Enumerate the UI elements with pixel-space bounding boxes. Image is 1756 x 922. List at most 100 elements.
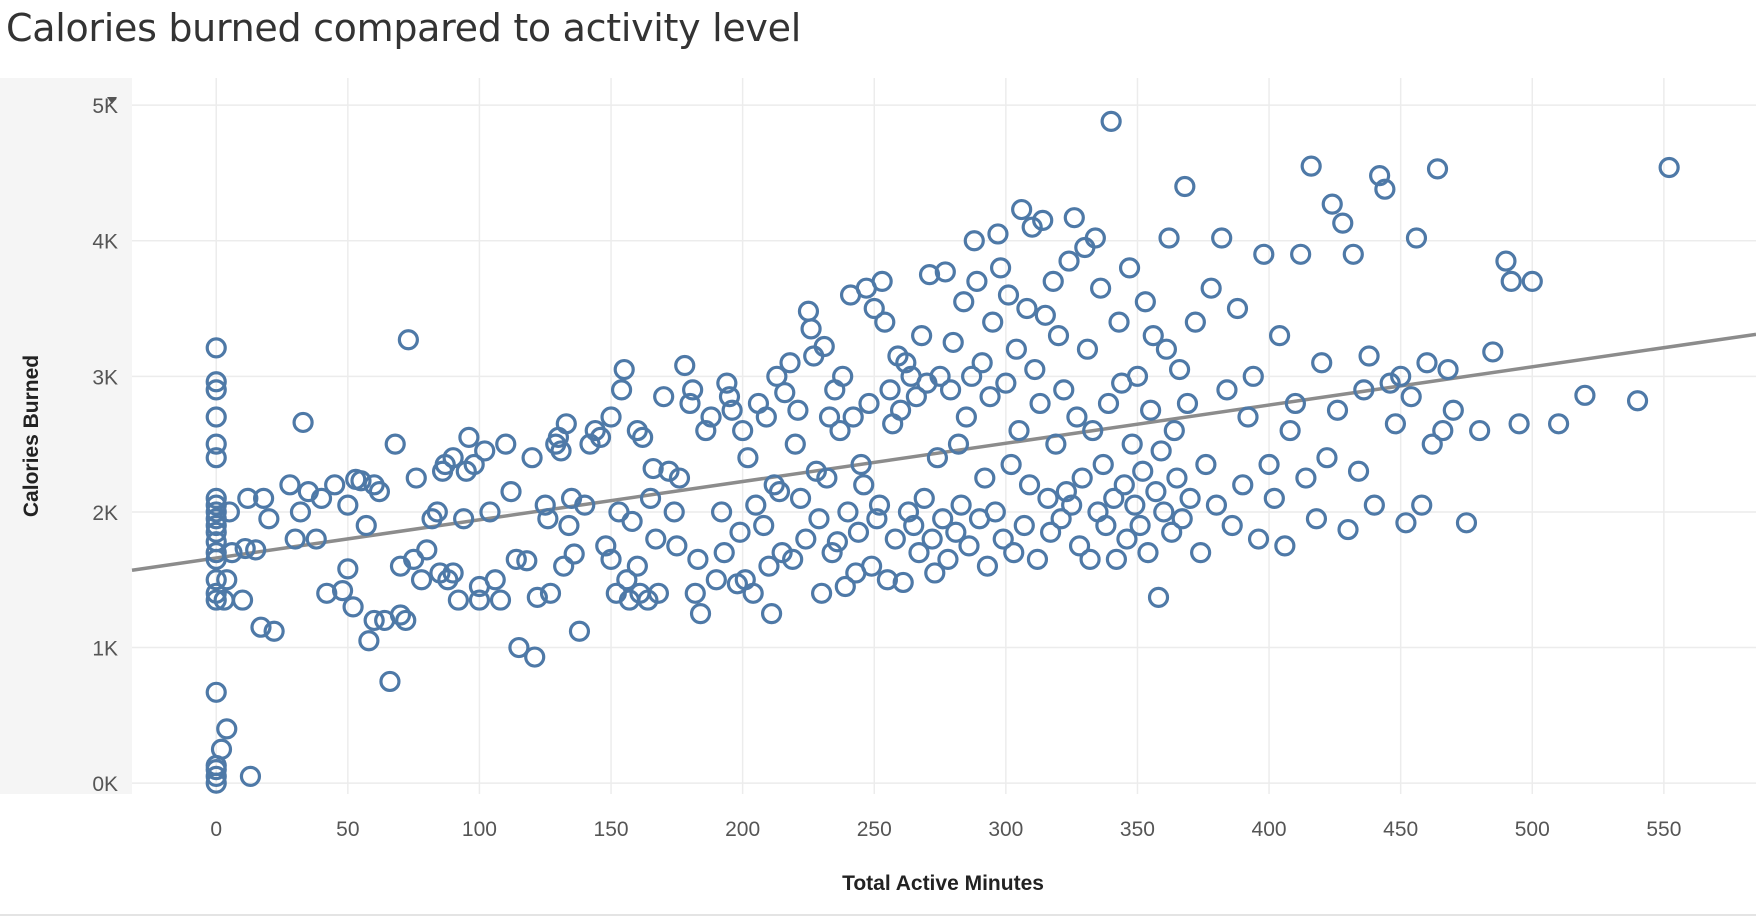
data-point[interactable] (568, 620, 591, 642)
data-point[interactable] (384, 433, 406, 455)
data-point[interactable] (1290, 243, 1312, 265)
data-point[interactable] (1068, 535, 1091, 557)
data-point[interactable] (847, 521, 870, 543)
data-point[interactable] (1126, 365, 1149, 387)
data-point[interactable] (258, 508, 280, 530)
data-point[interactable] (945, 521, 967, 543)
data-point[interactable] (732, 419, 754, 442)
data-point[interactable] (205, 681, 227, 703)
data-point[interactable] (1521, 270, 1543, 293)
data-point[interactable] (621, 510, 643, 533)
data-point[interactable] (1021, 216, 1043, 238)
data-point[interactable] (1369, 165, 1391, 187)
data-point[interactable] (834, 575, 856, 598)
data-point[interactable] (992, 528, 1014, 550)
data-point[interactable] (1066, 406, 1088, 428)
data-point[interactable] (210, 738, 233, 760)
data-point[interactable] (442, 447, 464, 469)
data-point[interactable] (982, 311, 1004, 333)
data-point[interactable] (1171, 508, 1193, 530)
data-point[interactable] (416, 539, 438, 561)
data-point[interactable] (813, 335, 835, 358)
data-point[interactable] (1184, 311, 1206, 333)
data-point[interactable] (1168, 358, 1191, 381)
data-point[interactable] (961, 365, 983, 387)
data-point[interactable] (1390, 365, 1412, 387)
data-point[interactable] (926, 447, 949, 469)
data-point[interactable] (526, 586, 548, 608)
data-point[interactable] (1134, 291, 1156, 313)
data-point[interactable] (1274, 535, 1296, 557)
data-point[interactable] (600, 406, 622, 428)
data-point[interactable] (389, 604, 412, 626)
data-point[interactable] (324, 474, 346, 496)
data-point[interactable] (966, 270, 988, 293)
data-point[interactable] (1084, 227, 1106, 249)
data-point[interactable] (1039, 521, 1062, 543)
data-point[interactable] (1000, 453, 1022, 476)
data-point[interactable] (858, 392, 880, 415)
data-point[interactable] (379, 670, 401, 693)
data-point[interactable] (508, 636, 530, 659)
data-point[interactable] (639, 487, 662, 509)
data-point[interactable] (1011, 198, 1033, 221)
data-point[interactable] (626, 555, 648, 577)
data-point[interactable] (205, 514, 227, 537)
data-point[interactable] (1124, 494, 1146, 516)
data-point[interactable] (1166, 467, 1188, 489)
data-point[interactable] (1176, 392, 1199, 415)
data-point[interactable] (474, 440, 496, 462)
data-point[interactable] (1395, 512, 1417, 534)
data-point[interactable] (1358, 345, 1380, 367)
data-point[interactable] (1071, 467, 1093, 489)
data-point[interactable] (1247, 528, 1270, 550)
data-point[interactable] (879, 379, 901, 401)
data-point[interactable] (1042, 270, 1064, 293)
data-point[interactable] (811, 582, 833, 604)
data-point[interactable] (558, 514, 580, 537)
data-point[interactable] (1034, 304, 1056, 326)
data-point[interactable] (263, 620, 285, 642)
data-point[interactable] (363, 609, 385, 632)
data-point[interactable] (468, 589, 491, 611)
data-point[interactable] (1263, 487, 1285, 509)
data-point[interactable] (989, 257, 1012, 279)
data-point[interactable] (205, 765, 227, 787)
data-point[interactable] (489, 589, 512, 611)
data-point[interactable] (774, 382, 796, 404)
data-point[interactable] (903, 514, 925, 537)
data-point[interactable] (1253, 243, 1275, 265)
data-point[interactable] (779, 352, 801, 374)
data-point[interactable] (934, 261, 956, 283)
data-point[interactable] (305, 528, 327, 550)
data-point[interactable] (1205, 494, 1228, 516)
data-point[interactable] (1195, 453, 1217, 476)
data-point[interactable] (1311, 352, 1333, 374)
data-point[interactable] (1142, 325, 1164, 347)
data-point[interactable] (1161, 521, 1183, 543)
data-point[interactable] (1374, 178, 1396, 200)
data-point[interactable] (205, 447, 227, 469)
data-point[interactable] (410, 569, 433, 591)
data-point[interactable] (550, 440, 572, 462)
data-point[interactable] (742, 582, 764, 604)
data-point[interactable] (355, 514, 377, 537)
data-point[interactable] (705, 569, 727, 591)
data-point[interactable] (637, 589, 659, 611)
data-point[interactable] (1037, 487, 1059, 509)
data-point[interactable] (713, 542, 735, 564)
data-point[interactable] (755, 406, 777, 428)
data-point[interactable] (555, 413, 577, 435)
data-point[interactable] (1045, 433, 1067, 455)
data-point[interactable] (687, 548, 709, 571)
data-point[interactable] (805, 460, 827, 482)
data-point[interactable] (534, 494, 556, 516)
data-point[interactable] (316, 582, 338, 604)
data-point[interactable] (479, 501, 501, 523)
data-point[interactable] (682, 379, 704, 401)
data-point[interactable] (205, 501, 227, 523)
data-point[interactable] (1026, 548, 1049, 571)
data-point[interactable] (818, 406, 841, 428)
data-point[interactable] (1155, 338, 1178, 360)
data-point[interactable] (1003, 542, 1025, 564)
